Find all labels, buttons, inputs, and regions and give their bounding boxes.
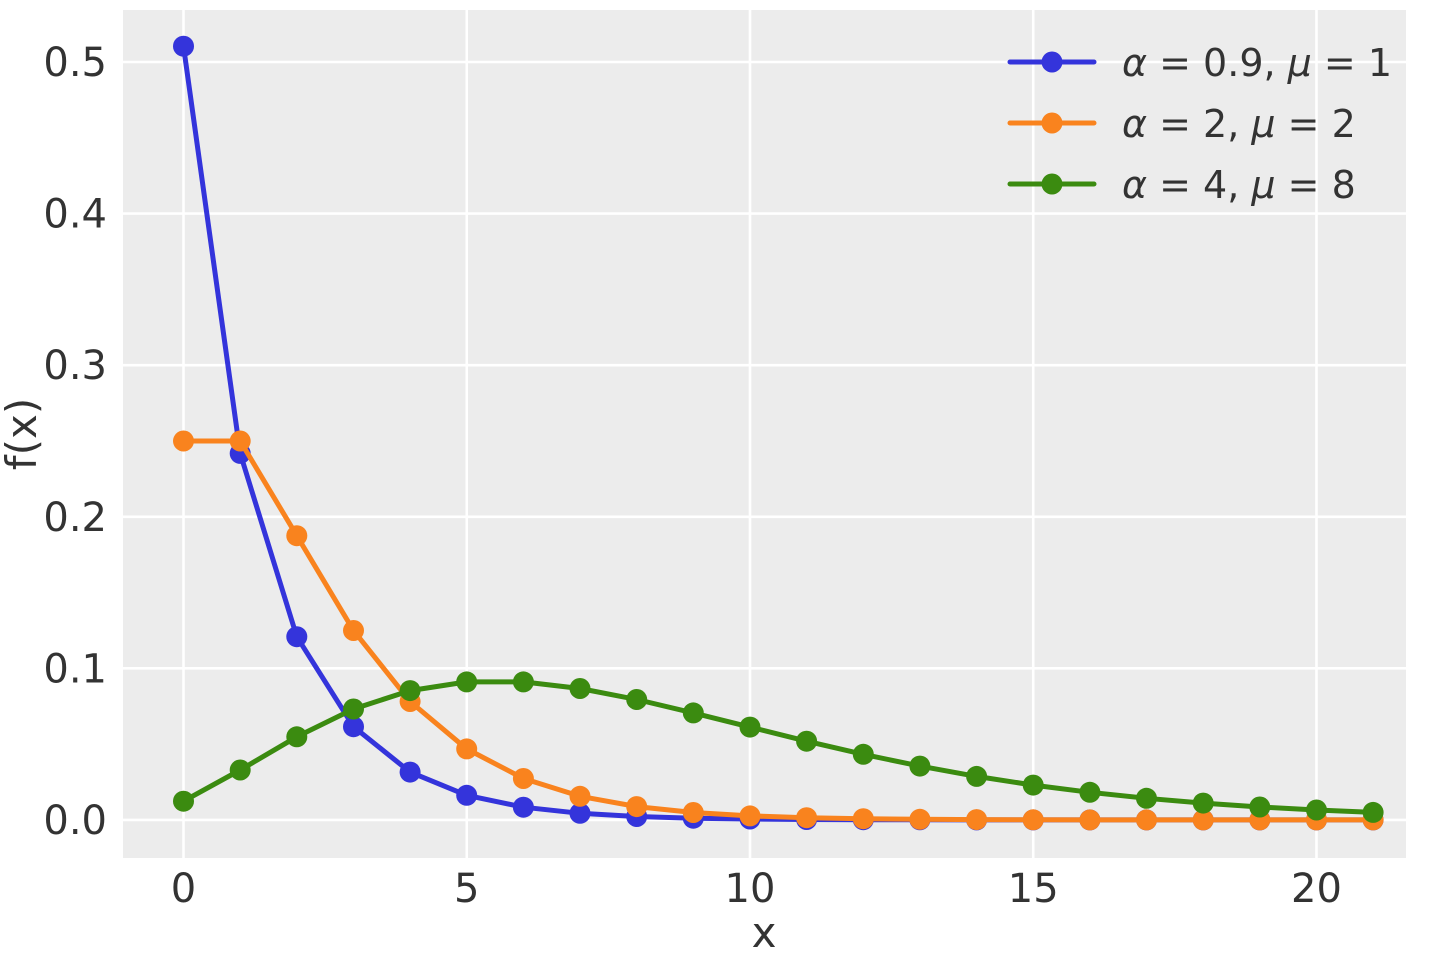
data-point	[626, 689, 648, 710]
data-point	[1079, 809, 1101, 831]
data-point	[682, 802, 704, 823]
data-point	[286, 525, 308, 547]
data-point	[1362, 801, 1384, 823]
y-tick-label-0.0: 0.0	[43, 798, 107, 844]
data-point	[739, 805, 761, 827]
data-point	[909, 808, 931, 830]
y-tick-label-0.2: 0.2	[43, 495, 107, 541]
data-point	[796, 807, 818, 829]
legend-label: α = 2, μ = 2	[1122, 102, 1356, 146]
x-tick-label-20: 20	[1291, 866, 1342, 912]
data-point	[1192, 792, 1214, 814]
data-point	[569, 785, 591, 807]
y-tick-label-0.3: 0.3	[43, 343, 107, 389]
data-point	[173, 790, 194, 812]
y-tick-label-0.5: 0.5	[43, 40, 107, 86]
data-point	[1136, 787, 1157, 809]
series-line-nb-alpha-2-mu-2	[181, 438, 1376, 823]
legend-marker	[1041, 112, 1063, 134]
legend-item-nb-alpha-4-mu-8: α = 4, μ = 8	[1007, 163, 1356, 207]
data-point	[1079, 781, 1101, 803]
data-point	[852, 808, 874, 830]
data-point	[343, 716, 364, 738]
data-point	[966, 765, 988, 787]
data-point	[343, 698, 364, 720]
x-tick-label-5: 5	[454, 866, 479, 912]
x-axis-label: x	[752, 908, 777, 957]
x-tick-label-10: 10	[725, 866, 776, 912]
data-point	[739, 716, 761, 738]
data-point	[456, 671, 478, 693]
legend-marker	[1041, 173, 1063, 195]
data-point	[343, 620, 364, 641]
legend-label: α = 0.9, μ = 1	[1122, 41, 1392, 85]
data-point	[399, 761, 421, 783]
data-point	[456, 738, 478, 760]
data-point	[569, 802, 591, 824]
data-point	[173, 430, 194, 452]
legend-item-nb-alpha-0.9-mu-1: α = 0.9, μ = 1	[1007, 41, 1392, 85]
legend-label: α = 4, μ = 8	[1122, 163, 1356, 207]
data-point	[1022, 809, 1044, 831]
data-point	[682, 702, 704, 724]
x-tick-label-0: 0	[171, 866, 196, 912]
data-point	[399, 680, 421, 702]
data-point	[1136, 809, 1157, 831]
y-tick-label-0.4: 0.4	[43, 192, 107, 238]
data-point	[286, 726, 308, 748]
data-point	[512, 796, 534, 818]
data-point	[852, 743, 874, 765]
data-point	[796, 730, 818, 752]
data-point	[569, 678, 591, 699]
data-point	[626, 796, 648, 818]
data-point	[229, 430, 251, 452]
data-point	[909, 755, 931, 777]
legend-item-nb-alpha-2-mu-2: α = 2, μ = 2	[1007, 102, 1356, 146]
data-point	[173, 35, 194, 57]
data-point	[1249, 796, 1271, 818]
y-tick-label-0.1: 0.1	[43, 646, 107, 692]
series-line-nb-alpha-4-mu-8	[181, 679, 1376, 815]
data-point	[229, 759, 251, 781]
data-point	[1306, 799, 1327, 821]
x-tick-label-15: 15	[1008, 866, 1059, 912]
data-point	[286, 626, 308, 648]
data-point	[1022, 774, 1044, 796]
y-axis-label: f(x)	[0, 398, 46, 470]
chart-generated-content: 0 5 10 15 20 0.0 0.1 0.2 0.3 0.4 0.5 α = 0.9, μ = 1…	[43, 10, 1406, 912]
data-point	[512, 671, 534, 693]
series-nb-alpha-4-mu-8	[173, 671, 1384, 823]
legend: α = 0.9, μ = 1 α = 2, μ = 2 α = 4, μ = 8	[1007, 41, 1392, 207]
data-point	[966, 809, 988, 831]
data-point	[1192, 809, 1214, 831]
legend-marker	[1041, 51, 1063, 73]
data-point	[456, 784, 478, 806]
data-point	[512, 768, 534, 789]
